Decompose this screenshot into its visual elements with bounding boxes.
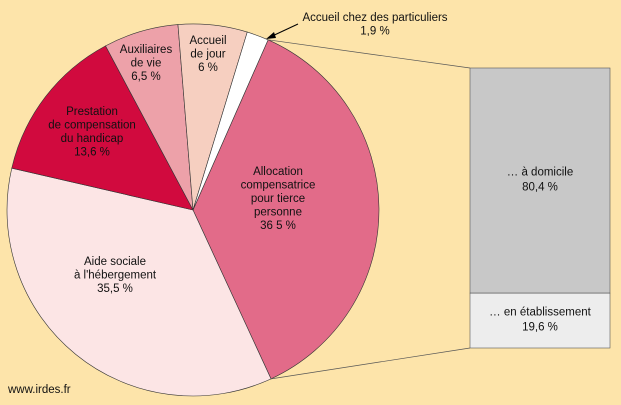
arrow-head	[266, 32, 276, 39]
slice-value-label: 35,5 %	[97, 283, 133, 295]
connector	[268, 39, 471, 69]
bar-segment	[469, 292, 611, 349]
bar-segment	[469, 67, 611, 294]
bar-value-label: 80,4 %	[522, 182, 558, 194]
slice-label: Accueil chez des particuliers	[302, 12, 447, 24]
pie-slice	[192, 31, 269, 211]
pie-slice	[192, 39, 380, 380]
pie-slice	[6, 167, 272, 397]
bar-label: … à domicile	[507, 167, 573, 179]
pie-slice	[11, 45, 194, 211]
connector	[270, 347, 471, 380]
slice-value-label: 13,6 %	[74, 147, 110, 159]
slice-label: Aide sociale à l'hébergement	[74, 256, 157, 282]
slice-label: Allocation compensatrice pour tierce person…	[241, 166, 316, 219]
slice-value-label: 6,5 %	[131, 71, 160, 83]
slice-label: Prestation de compensation du handicap	[48, 106, 136, 145]
slice-value-label: 6 %	[198, 62, 218, 74]
bar-label: … en établissement	[489, 307, 591, 319]
bar-value-label: 19,6 %	[522, 322, 558, 334]
slice-value-label: 1,9 %	[360, 26, 389, 38]
slice-label: Accueil de jour	[189, 35, 226, 61]
slice-value-label: 36 5 %	[260, 220, 296, 232]
source: www.irdes.fr	[7, 384, 71, 396]
slice-label: Auxiliaires de vie	[120, 44, 173, 70]
